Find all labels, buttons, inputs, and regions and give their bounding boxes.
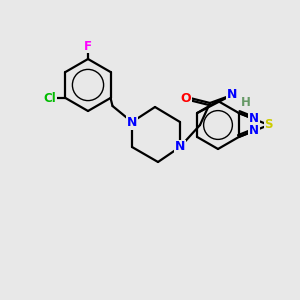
Text: N: N: [227, 88, 237, 101]
Text: Cl: Cl: [43, 92, 56, 104]
Text: H: H: [241, 97, 251, 110]
Text: F: F: [84, 40, 92, 52]
Text: N: N: [175, 140, 185, 154]
Text: S: S: [265, 118, 273, 131]
Text: N: N: [249, 112, 259, 125]
Text: N: N: [127, 116, 137, 128]
Text: O: O: [181, 92, 191, 104]
Text: N: N: [249, 124, 259, 137]
